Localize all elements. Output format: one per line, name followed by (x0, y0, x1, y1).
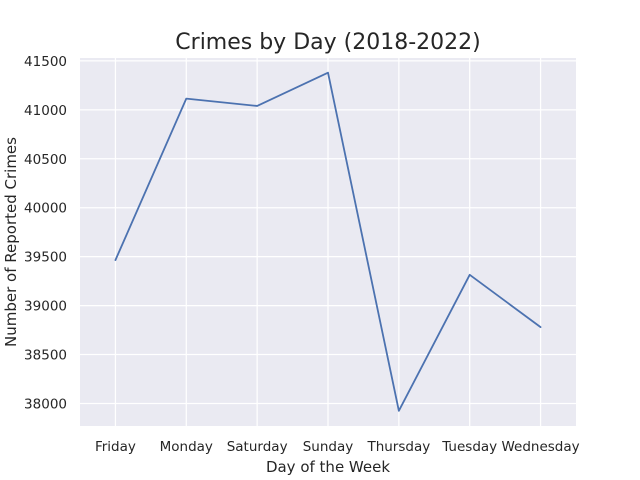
y-tick-label: 38500 (24, 348, 67, 364)
y-axis-label: Number of Reported Crimes (2, 137, 20, 347)
series-layer (114, 71, 542, 412)
x-tick-label: Saturday (227, 439, 288, 455)
x-tick-label: Monday (160, 439, 213, 455)
x-tick-label: Friday (95, 439, 136, 455)
y-tick-label: 39500 (24, 250, 67, 266)
y-tick-label: 38000 (24, 396, 67, 412)
y-tick-label: 41500 (24, 54, 67, 70)
x-tick-label: Tuesday (441, 439, 497, 455)
y-tick-labels: 38000 38500 39000 39500 40000 40500 41000 41500 (24, 54, 67, 413)
x-tick-label: Sunday (303, 439, 354, 455)
x-tick-labels: Friday Monday Saturday Sunday Thursday Tuesda… (95, 439, 580, 455)
series-line (114, 71, 542, 412)
y-tick-label: 41000 (24, 103, 67, 119)
chart-title: Crimes by Day (2018-2022) (175, 30, 480, 55)
y-tick-label: 40500 (24, 152, 67, 168)
x-gridlines (114, 58, 542, 426)
x-tick-label: Thursday (366, 439, 430, 455)
x-axis-label: Day of the Week (266, 458, 390, 476)
y-tick-label: 40000 (24, 201, 67, 217)
x-tick-label: Wednesday (501, 439, 579, 455)
y-tick-label: 39000 (24, 299, 67, 315)
